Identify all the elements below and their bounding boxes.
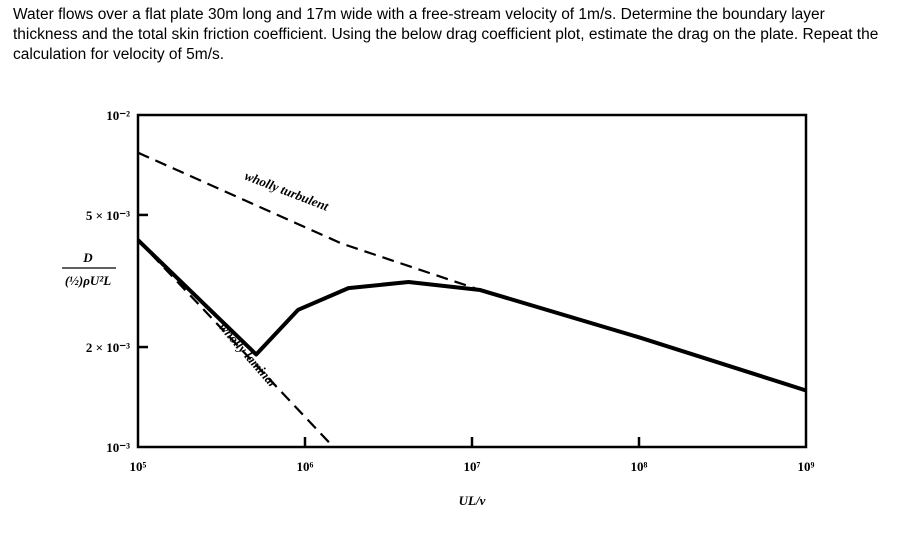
- x-tick-label: 10⁹: [798, 459, 815, 474]
- x-tick-label: 10⁵: [130, 459, 147, 474]
- y-axis-label-numerator: D: [82, 250, 93, 265]
- plot-frame: [136, 113, 808, 449]
- series-label-wholly-turbulent: wholly turbulent: [243, 168, 331, 214]
- series-line-wholly-laminar: [137, 239, 335, 448]
- y-tick-label: 10⁻³: [106, 440, 130, 455]
- y-tick-label: 2 × 10⁻³: [86, 340, 130, 355]
- x-axis-label: UL/ν: [459, 493, 486, 508]
- series-line-wholly-turbulent: [137, 151, 807, 392]
- x-tick-label: 10⁷: [464, 459, 481, 474]
- series-label-wholly-laminar: wholly laminar: [216, 319, 281, 391]
- series-line-actual-drag: [136, 238, 807, 393]
- y-tick-label: 5 × 10⁻³: [86, 208, 130, 223]
- x-tick-label: 10⁸: [631, 459, 648, 474]
- y-tick-label: 10⁻²: [106, 108, 130, 123]
- problem-statement: Water flows over a flat plate 30m long a…: [13, 6, 879, 63]
- x-tick-label: 10⁶: [297, 459, 314, 474]
- y-axis-label-denominator: (½)ρU²L: [65, 273, 111, 288]
